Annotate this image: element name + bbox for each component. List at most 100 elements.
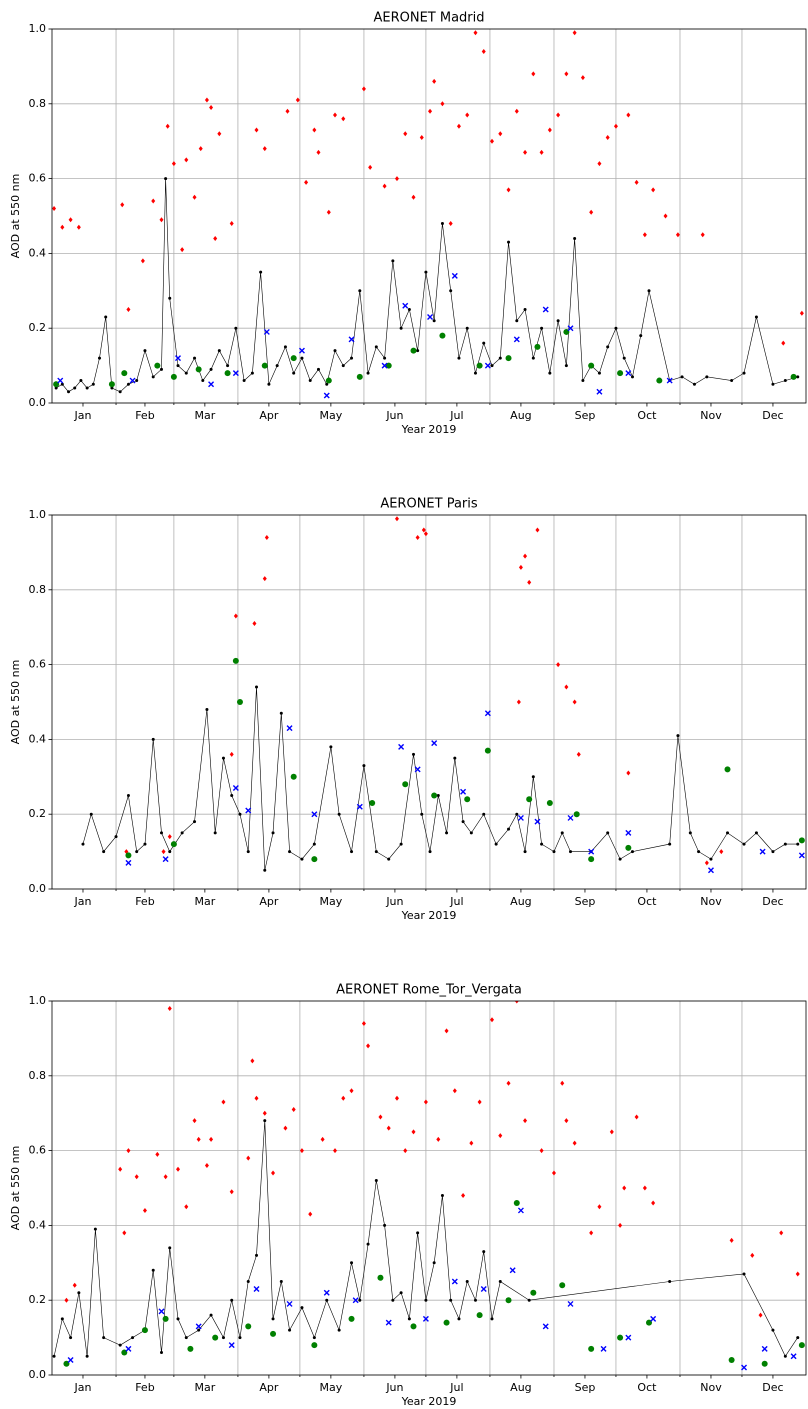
data-point xyxy=(151,198,156,204)
data-point xyxy=(337,1328,341,1332)
data-point xyxy=(567,325,574,332)
data-point xyxy=(168,850,172,854)
data-point xyxy=(234,326,238,330)
data-point xyxy=(564,684,569,690)
data-point xyxy=(118,1166,123,1172)
data-point xyxy=(131,1336,135,1340)
data-point xyxy=(385,1319,392,1326)
y-tick-label: 0.4 xyxy=(29,246,47,259)
y-tick-label: 1.0 xyxy=(29,994,47,1007)
data-point xyxy=(271,1170,276,1176)
data-point xyxy=(246,1155,251,1161)
data-point xyxy=(141,1327,148,1334)
data-point xyxy=(154,362,161,369)
data-point xyxy=(750,1252,755,1258)
data-point xyxy=(292,371,296,375)
data-point xyxy=(617,1334,624,1341)
data-point xyxy=(724,766,731,773)
data-point xyxy=(195,366,202,373)
data-point xyxy=(167,1005,172,1011)
data-point xyxy=(204,97,209,103)
data-point xyxy=(798,837,805,844)
data-point xyxy=(236,699,243,705)
data-point xyxy=(552,850,556,854)
data-point xyxy=(576,751,581,757)
data-point xyxy=(614,326,618,330)
data-point xyxy=(163,1174,168,1180)
data-point xyxy=(295,97,300,103)
data-point xyxy=(415,534,420,540)
data-point xyxy=(625,1334,632,1341)
data-point xyxy=(666,377,673,384)
data-point xyxy=(428,108,433,114)
data-point xyxy=(283,1125,288,1131)
data-point xyxy=(498,356,502,360)
data-point xyxy=(159,1351,163,1355)
data-point xyxy=(298,347,305,354)
data-point xyxy=(283,345,287,349)
data-point xyxy=(534,343,541,350)
data-point xyxy=(688,831,692,835)
data-point xyxy=(588,848,595,855)
data-point xyxy=(589,209,594,215)
data-point xyxy=(358,289,362,293)
x-tick-label: Dec xyxy=(762,1381,783,1394)
data-point xyxy=(542,1323,549,1330)
data-point xyxy=(639,334,643,338)
data-point xyxy=(531,356,535,360)
data-point xyxy=(534,818,541,825)
x-tick-label: Mar xyxy=(194,895,215,908)
data-point xyxy=(560,831,564,835)
chart-title: AERONET Madrid xyxy=(373,11,484,26)
data-point xyxy=(482,812,486,816)
data-point xyxy=(411,194,416,200)
data-point xyxy=(323,392,330,399)
data-point xyxy=(647,289,651,293)
data-point xyxy=(341,1095,346,1101)
x-tick-label: Jun xyxy=(385,409,403,422)
data-point xyxy=(622,1185,627,1191)
data-point xyxy=(187,1345,194,1352)
data-point xyxy=(588,362,595,369)
data-point xyxy=(126,794,130,797)
data-point xyxy=(221,1099,226,1105)
data-point xyxy=(560,1080,565,1086)
data-point xyxy=(445,831,449,835)
data-point xyxy=(198,146,203,152)
data-point xyxy=(507,827,511,831)
data-point xyxy=(728,1357,735,1364)
data-point xyxy=(451,272,458,279)
data-point xyxy=(481,48,486,54)
data-point xyxy=(288,1328,292,1332)
data-point xyxy=(170,373,177,380)
data-point xyxy=(312,127,317,133)
data-point xyxy=(361,86,366,92)
data-point xyxy=(505,355,512,362)
data-point xyxy=(184,371,188,375)
data-point xyxy=(490,1017,495,1023)
y-tick-label: 0.2 xyxy=(29,321,47,334)
data-point xyxy=(262,1110,267,1116)
data-point xyxy=(104,315,108,319)
data-point xyxy=(456,123,461,129)
data-point xyxy=(316,149,321,155)
x-tick-label: Apr xyxy=(259,895,279,908)
data-point xyxy=(311,1342,318,1349)
data-point xyxy=(460,788,467,795)
x-axis-label: Year 2019 xyxy=(401,909,457,922)
y-tick-label: 0.6 xyxy=(29,658,47,671)
data-point xyxy=(348,336,355,343)
data-point xyxy=(326,209,331,215)
data-point xyxy=(469,1140,474,1146)
x-tick-label: Jan xyxy=(74,895,92,908)
data-point xyxy=(527,579,532,585)
data-point xyxy=(416,1231,420,1235)
data-point xyxy=(506,187,511,193)
data-point xyxy=(411,1129,416,1135)
data-point xyxy=(650,1315,657,1322)
data-point xyxy=(60,224,65,230)
data-point xyxy=(229,1189,234,1195)
data-point xyxy=(391,1298,395,1302)
data-point xyxy=(270,1330,277,1337)
data-point xyxy=(540,842,544,846)
